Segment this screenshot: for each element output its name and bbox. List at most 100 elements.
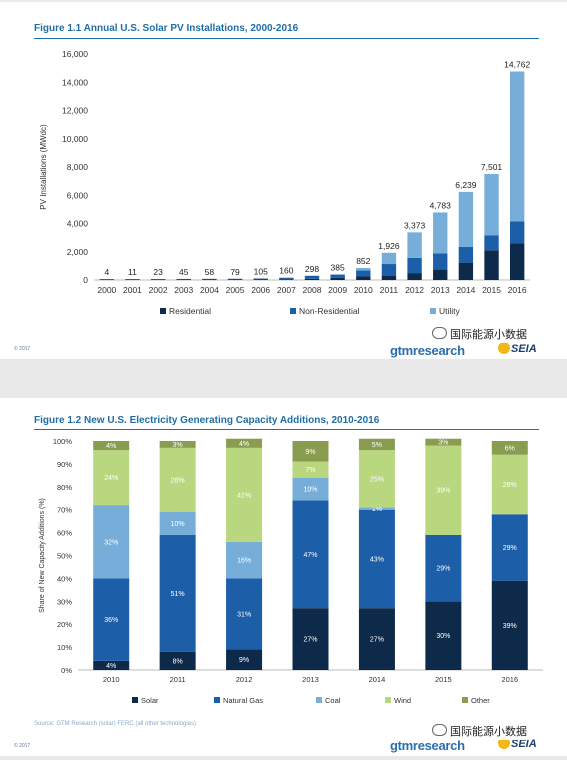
bar-segment-wind [425, 445, 462, 535]
bar-segment-non-residential [150, 279, 166, 280]
x-tick-label: 2007 [277, 285, 296, 295]
bar-segment-natural-gas [358, 509, 395, 609]
bar-segment-natural-gas [226, 578, 263, 650]
y-tick-label: 40% [57, 574, 72, 583]
y-tick-label: 20% [57, 620, 72, 629]
bar-segment-natural-gas [159, 534, 196, 652]
legend-label: Non-Residential [299, 306, 360, 316]
data-label: 51% [171, 591, 185, 598]
bar-total-label: 79 [230, 267, 240, 277]
wechat-icon [432, 724, 447, 736]
x-tick-label: 2013 [302, 675, 319, 684]
watermark-text: 国际能源小数据 [450, 329, 527, 341]
bar-total-label: 58 [205, 267, 215, 277]
data-label: 4% [239, 441, 249, 448]
y-axis-title: Share of New Capacity Additions (%) [39, 498, 46, 613]
bar-segment-coal [292, 477, 329, 501]
data-label: 26% [503, 482, 517, 489]
figure-1-copyright: © 2017 [14, 346, 31, 352]
data-label: 29% [436, 566, 450, 573]
data-label: 3% [438, 440, 448, 447]
bar-segment-residential [279, 279, 294, 280]
x-tick-label: 2005 [226, 285, 245, 295]
x-tick-label: 2003 [174, 285, 193, 295]
bar-segment-residential [484, 250, 499, 280]
x-tick-label: 2012 [236, 675, 253, 684]
y-tick-label: 4,000 [67, 219, 89, 229]
figure-1-title-rule [34, 38, 539, 39]
y-tick-label: 30% [57, 597, 72, 606]
figure-1-title: Figure 1.1 Annual U.S. Solar PV Installa… [34, 23, 299, 34]
x-tick-label: 2015 [435, 675, 452, 684]
bar-total-label: 6,239 [455, 180, 477, 190]
seia-logo: SEIA [498, 737, 537, 750]
wechat-watermark: 国际能源小数据 [430, 325, 530, 343]
bar-segment-wind [93, 450, 130, 506]
y-tick-label: 80% [57, 483, 72, 492]
figure-2-source: Source: GTM Research (solar) FERC (all o… [34, 721, 197, 727]
data-label: 24% [104, 475, 118, 482]
x-tick-label: 2008 [303, 285, 322, 295]
y-tick-label: 0% [61, 666, 72, 675]
legend-label: Natural Gas [223, 696, 263, 705]
data-label: 39% [503, 623, 517, 630]
data-label: 9% [305, 449, 315, 456]
x-tick-label: 2000 [97, 285, 116, 295]
data-label: 5% [372, 442, 382, 449]
bar-segment-other [226, 438, 263, 448]
bar-segment-natural-gas [491, 514, 528, 581]
bar-segment-non-residential [330, 274, 345, 278]
data-label: 43% [370, 556, 384, 563]
bar-segment-residential [407, 273, 422, 280]
bar-segment-non-residential [125, 279, 140, 280]
seia-logo-text: SEIA [511, 738, 537, 750]
y-tick-label: 8,000 [67, 162, 89, 172]
legend-swatch [316, 697, 322, 703]
data-label: 4% [106, 443, 116, 450]
bar-segment-utility [433, 212, 448, 254]
data-label: 10% [303, 487, 317, 494]
legend-swatch [160, 308, 166, 314]
data-label: 29% [503, 545, 517, 552]
y-tick-label: 100% [53, 437, 73, 446]
bar-segment-solar [292, 608, 329, 670]
legend-label: Wind [394, 696, 411, 705]
data-label: 47% [303, 552, 317, 559]
y-tick-label: 2,000 [67, 247, 89, 257]
bar-segment-wind [358, 450, 395, 508]
seia-sun-icon [498, 737, 510, 749]
bar-total-label: 298 [305, 264, 319, 274]
bar-segment-solar [358, 608, 395, 670]
y-tick-label: 50% [57, 552, 72, 561]
bar-segment-residential [304, 278, 320, 280]
data-label: 27% [370, 637, 384, 644]
bar-segment-utility [484, 174, 499, 236]
x-tick-label: 2001 [123, 285, 142, 295]
y-tick-label: 6,000 [67, 190, 89, 200]
bar-total-label: 1,926 [378, 241, 400, 251]
legend-label: Solar [141, 696, 159, 705]
bar-segment-wind [159, 447, 196, 512]
wechat-watermark: 国际能源小数据 [430, 722, 530, 740]
bar-segment-non-residential [458, 246, 474, 263]
bar-total-label: 385 [331, 263, 345, 273]
gtm-research-logo: gtmresearch [390, 343, 465, 358]
bar-total-label: 3,373 [404, 220, 426, 230]
legend-swatch [132, 697, 138, 703]
legend-swatch [385, 697, 391, 703]
bar-segment-utility [458, 191, 474, 247]
bar-total-label: 105 [254, 267, 268, 277]
bar-segment-solar [93, 660, 130, 670]
x-tick-label: 2002 [149, 285, 168, 295]
figure-2-panel: Figure 1.2 New U.S. Electricity Generati… [0, 398, 567, 756]
x-tick-label: 2004 [200, 285, 219, 295]
data-label: 39% [436, 488, 450, 495]
bar-segment-natural-gas [93, 578, 130, 661]
figure-2-copyright: © 2017 [14, 743, 31, 749]
bar-segment-other [491, 441, 528, 455]
wechat-icon [432, 327, 447, 339]
data-label: 6% [505, 445, 515, 452]
figure-1-panel: Figure 1.1 Annual U.S. Solar PV Installa… [0, 2, 567, 359]
y-axis-title: PV Installations (MWdc) [39, 124, 48, 210]
data-label: 28% [171, 477, 185, 484]
